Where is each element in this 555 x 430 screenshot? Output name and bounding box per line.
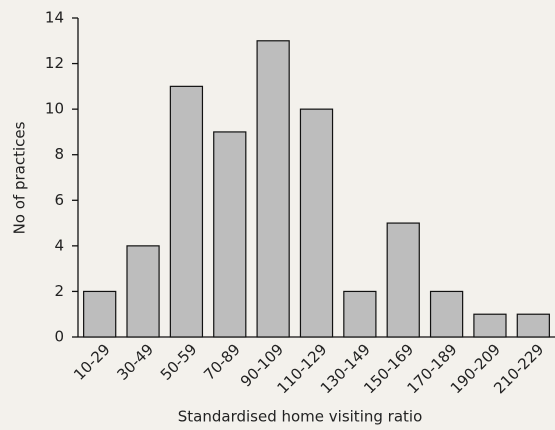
y-axis-label: No of practices <box>11 121 29 234</box>
y-tick-label: 2 <box>54 282 64 300</box>
bar <box>83 290 117 338</box>
x-axis-label: Standardised home visiting ratio <box>178 408 423 426</box>
y-tick-label: 0 <box>54 328 64 346</box>
y-tick-label: 14 <box>45 9 64 27</box>
y-tick-label: 12 <box>45 54 64 72</box>
y-tick-label: 6 <box>54 191 64 209</box>
bar <box>256 40 290 338</box>
y-tick-label: 8 <box>54 145 64 163</box>
bar <box>126 245 160 338</box>
bar <box>473 313 507 338</box>
bar <box>169 85 204 338</box>
bar <box>299 108 334 338</box>
bar <box>213 131 247 338</box>
bar <box>343 290 377 338</box>
y-tick-label: 10 <box>45 100 64 118</box>
bar <box>429 290 464 338</box>
bar <box>516 313 550 338</box>
y-tick-label: 4 <box>54 236 64 254</box>
bar <box>386 222 420 338</box>
